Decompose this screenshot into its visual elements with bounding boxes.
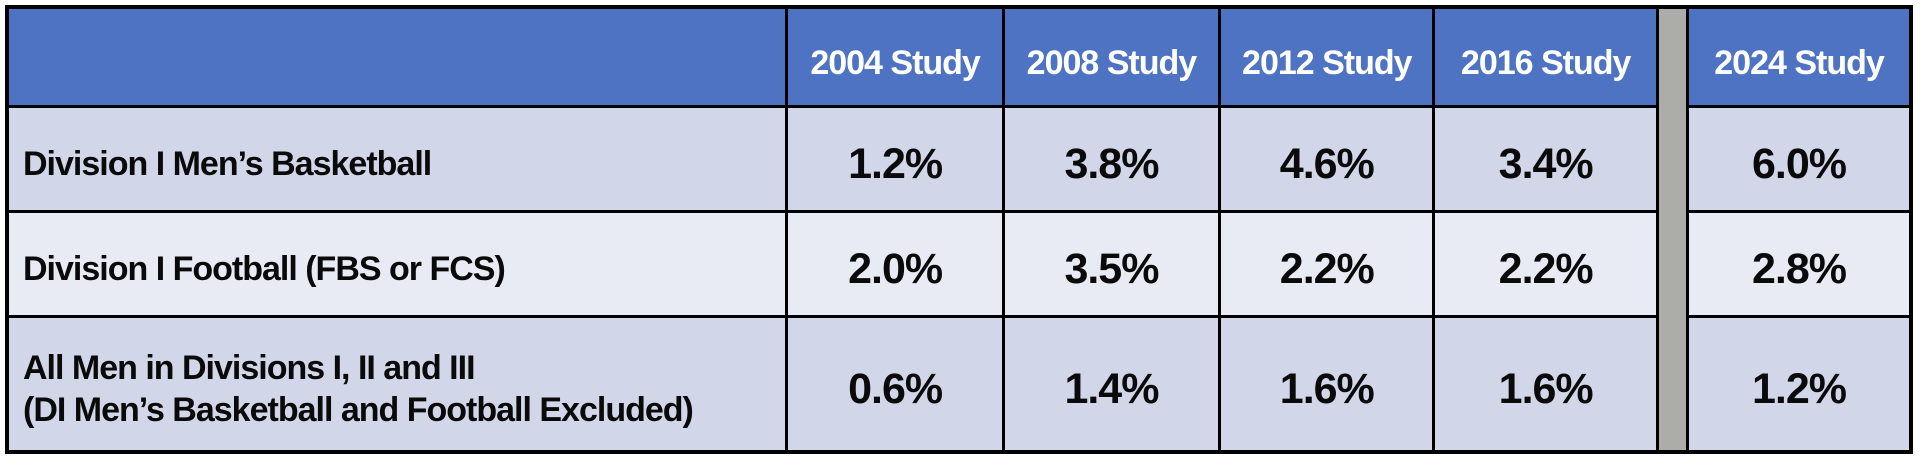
column-header-2012-study: 2012 Study	[1218, 5, 1436, 108]
value-cell: 1.2%	[1686, 314, 1913, 454]
value-cell: 3.4%	[1432, 104, 1659, 213]
value-cell: 1.6%	[1432, 314, 1659, 454]
row-label: All Men in Divisions I, II and III (DI M…	[5, 314, 789, 454]
value-cell: 4.6%	[1218, 104, 1436, 213]
separator-column	[1655, 5, 1690, 454]
column-header-2024-study: 2024 Study	[1686, 5, 1913, 108]
study-results-table: 2004 Study 2008 Study 2012 Study 2016 St…	[5, 5, 1913, 454]
value-cell: 2.8%	[1686, 209, 1913, 318]
corner-cell	[5, 5, 789, 108]
value-cell: 3.8%	[1001, 104, 1222, 213]
value-cell: 2.2%	[1218, 209, 1436, 318]
table-row-all-men-divisions: All Men in Divisions I, II and III (DI M…	[5, 314, 1913, 454]
table-row-di-mens-basketball: Division I Men’s Basketball 1.2% 3.8% 4.…	[5, 104, 1913, 213]
row-label-line1: Division I Football (FBS or FCS)	[23, 249, 506, 288]
row-label-line1: Division I Men’s Basketball	[23, 144, 432, 183]
table-row-di-football: Division I Football (FBS or FCS) 2.0% 3.…	[5, 209, 1913, 318]
value-cell: 1.2%	[785, 104, 1005, 213]
column-header-2016-study: 2016 Study	[1432, 5, 1659, 108]
value-cell: 2.0%	[785, 209, 1005, 318]
study-results-table-container: 2004 Study 2008 Study 2012 Study 2016 St…	[5, 5, 1913, 454]
value-cell: 1.6%	[1218, 314, 1436, 454]
column-header-2008-study: 2008 Study	[1001, 5, 1222, 108]
value-cell: 2.2%	[1432, 209, 1659, 318]
row-label-line2: (DI Men’s Basketball and Football Exclud…	[23, 390, 694, 429]
value-cell: 0.6%	[785, 314, 1005, 454]
value-cell: 6.0%	[1686, 104, 1913, 213]
row-label: Division I Football (FBS or FCS)	[5, 209, 789, 318]
value-cell: 1.4%	[1001, 314, 1222, 454]
value-cell: 3.5%	[1001, 209, 1222, 318]
header-row: 2004 Study 2008 Study 2012 Study 2016 St…	[5, 5, 1913, 454]
row-label-line1: All Men in Divisions I, II and III	[23, 349, 476, 388]
column-header-2004-study: 2004 Study	[785, 5, 1005, 108]
row-label: Division I Men’s Basketball	[5, 104, 789, 213]
